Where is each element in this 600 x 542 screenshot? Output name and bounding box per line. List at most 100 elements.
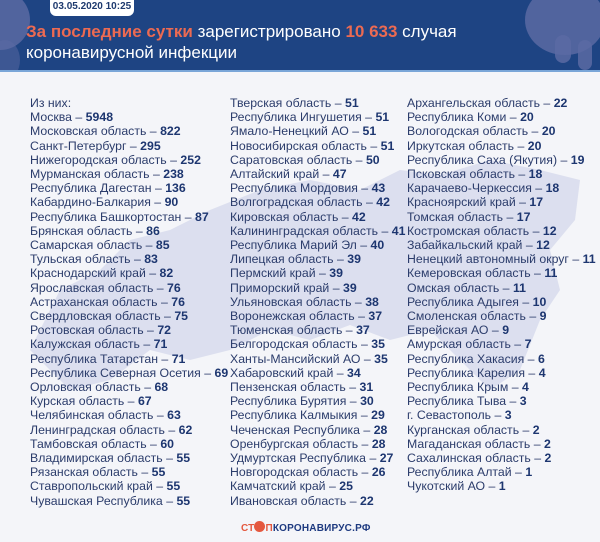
total-cases: 10 633: [345, 22, 398, 41]
separator: –: [124, 394, 138, 409]
region-row: Псковская область – 18: [407, 167, 596, 181]
region-row: Хабаровский край – 34: [230, 366, 405, 380]
case-count: 20: [520, 110, 534, 125]
separator: –: [333, 252, 348, 267]
region-row: Ленинградская область – 62: [30, 423, 228, 437]
region-name: Краснодарский край: [30, 266, 146, 281]
separator: –: [358, 465, 372, 480]
region-name: Ямало-Ненецкий АО: [230, 124, 349, 139]
separator: –: [351, 294, 366, 309]
region-name: Калининградская область: [230, 223, 379, 238]
region-row: Ненецкий автономный округ – 11: [407, 252, 596, 266]
separator: –: [511, 465, 526, 480]
separator: –: [525, 309, 540, 324]
separator: –: [149, 167, 164, 182]
case-count: 51: [362, 124, 377, 139]
region-name: Кировская область: [230, 209, 339, 224]
region-row: Свердловская область – 75: [30, 309, 228, 323]
case-count: 60: [160, 436, 175, 451]
separator: –: [329, 280, 343, 295]
region-name: Ненецкий автономный округ: [407, 252, 569, 267]
region-row: Алтайский край – 47: [230, 167, 405, 181]
region-name: Республика Бурятия: [230, 394, 347, 409]
region-name: Ростовская область: [30, 323, 144, 338]
case-count: 55: [166, 479, 181, 494]
separator: –: [357, 408, 372, 423]
case-count: 37: [368, 309, 383, 324]
case-count: 20: [527, 138, 542, 153]
region-name: Республика Крым: [407, 380, 509, 395]
separator: –: [162, 451, 177, 466]
case-count: 50: [365, 152, 380, 167]
region-row: Ямало-Ненецкий АО – 51: [230, 124, 405, 138]
region-row: Республика Бурятия – 30: [230, 394, 405, 408]
separator: –: [315, 266, 330, 281]
separator: –: [519, 422, 533, 437]
separator: –: [557, 152, 571, 167]
case-count: 3: [504, 408, 512, 423]
case-count: 12: [542, 223, 557, 238]
separator: –: [508, 380, 523, 395]
case-count: 42: [352, 209, 366, 224]
separator: –: [503, 209, 517, 224]
case-count: 83: [144, 252, 158, 267]
case-count: 11: [544, 266, 558, 281]
region-row: Саратовская область – 50: [230, 153, 405, 167]
stopcoronavirus-logo: СТ ПКОРОНАВИРУС.РФ: [241, 521, 371, 534]
separator: –: [362, 195, 377, 210]
region-row: Республика Коми – 20: [407, 110, 596, 124]
separator: –: [333, 365, 348, 380]
region-row: Московская область – 822: [30, 124, 228, 138]
region-row: Ивановская область – 22: [230, 494, 405, 508]
region-row: Мурманская область – 238: [30, 167, 228, 181]
region-name: Белгородская область: [230, 337, 358, 352]
case-count: 27: [379, 451, 394, 466]
separator: –: [151, 181, 166, 196]
case-count: 51: [380, 138, 395, 153]
region-name: Санкт-Петербург: [30, 138, 127, 153]
case-count: 37: [356, 323, 370, 338]
case-count: 62: [178, 422, 193, 437]
separator: –: [514, 138, 528, 153]
region-row: Пензенская область – 31: [230, 380, 405, 394]
separator: –: [140, 380, 155, 395]
region-name: Республика Калмыкия: [230, 408, 358, 423]
case-count: 40: [370, 238, 385, 253]
region-name: Ленинградская область: [30, 422, 165, 437]
case-count: 55: [176, 493, 191, 508]
region-row: Курганская область – 2: [407, 423, 596, 437]
case-count: 18: [528, 167, 543, 182]
case-count: 9: [502, 323, 510, 338]
region-name: Орловская область: [30, 380, 141, 395]
case-count: 6: [537, 351, 545, 366]
region-row: Приморский край – 39: [230, 281, 405, 295]
region-column-3: Архангельская область – 22 Республика Ком…: [407, 96, 596, 494]
region-name: Республика Карелия: [407, 365, 526, 380]
separator: –: [164, 422, 179, 437]
case-count: 26: [371, 465, 386, 480]
separator: –: [499, 280, 513, 295]
separator: –: [181, 209, 196, 224]
region-row: Республика Марий Эл – 40: [230, 238, 405, 252]
separator: –: [514, 167, 529, 182]
case-count: 69: [214, 365, 229, 380]
separator: –: [139, 337, 154, 352]
case-count: 28: [371, 436, 386, 451]
separator: –: [488, 323, 503, 338]
header-divider: [0, 70, 600, 72]
region-name: Архангельская область: [407, 96, 541, 110]
case-count: 76: [167, 280, 181, 295]
region-row: Пермский край – 39: [230, 266, 405, 280]
region-name: Владимирская область: [30, 451, 163, 466]
logo-suffix: КОРОНАВИРУС.РФ: [272, 523, 371, 534]
region-row: Тюменская область – 37: [230, 323, 405, 337]
separator: –: [146, 436, 161, 451]
region-name: г. Севастополь: [407, 408, 492, 423]
region-row: Республика Ингушетия – 51: [230, 110, 405, 124]
separator: –: [528, 124, 542, 139]
region-name: Ярославская область: [30, 280, 154, 295]
case-count: 4: [522, 380, 529, 395]
region-name: Кабардино-Балкария: [30, 195, 151, 210]
region-name: Карачаево-Черкессия: [407, 181, 532, 196]
separator: –: [357, 337, 372, 352]
